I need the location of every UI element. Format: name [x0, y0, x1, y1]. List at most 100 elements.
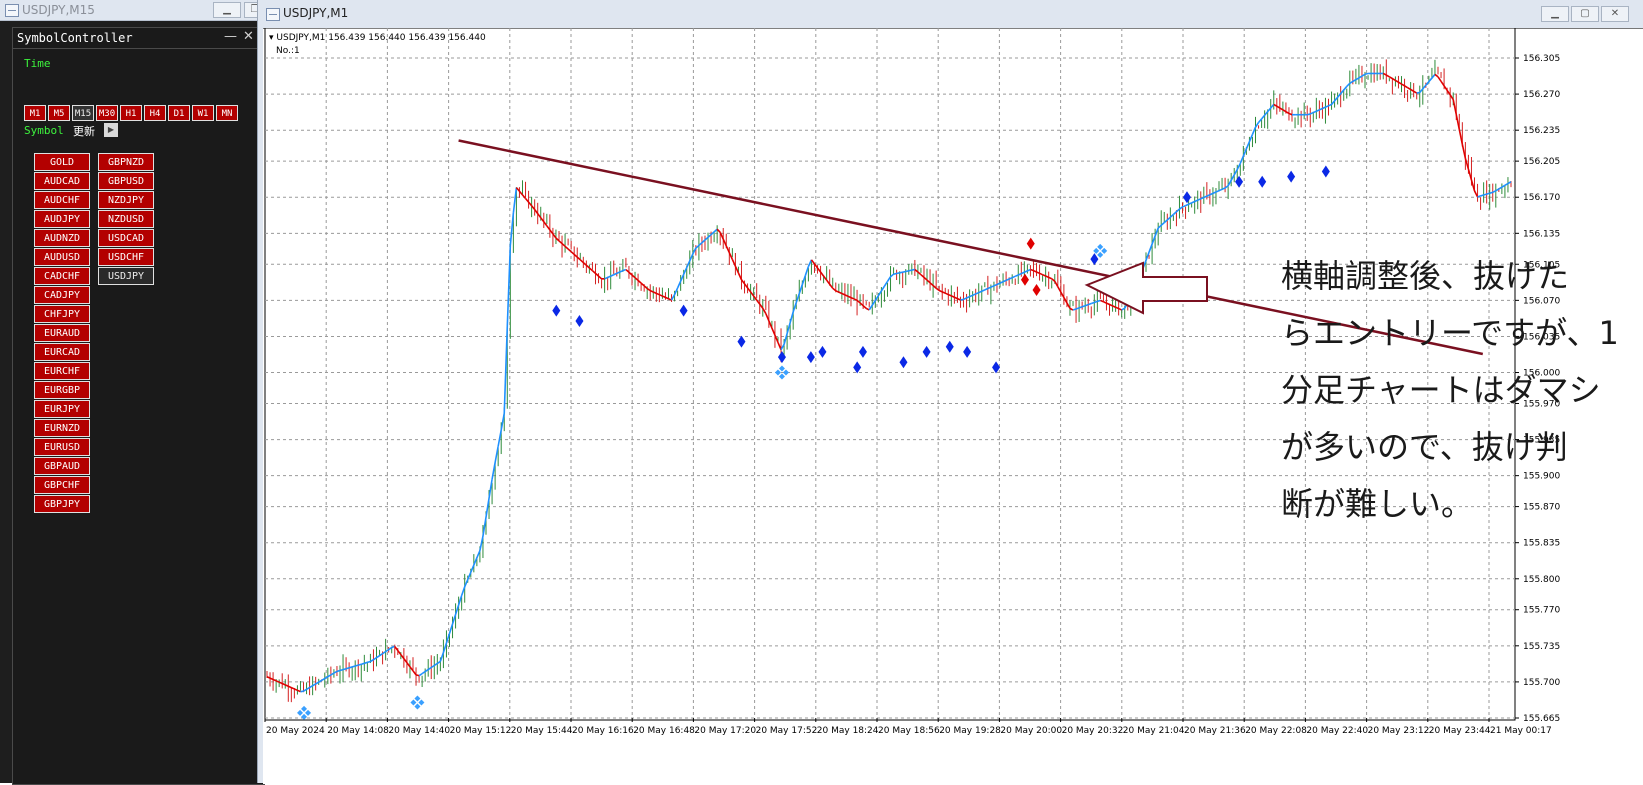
moving-average-segment: [906, 271, 909, 272]
symbol-button-eurgbp[interactable]: EURGBP: [34, 381, 90, 399]
moving-average-segment: [909, 270, 912, 271]
symbol-button-audnzd[interactable]: AUDNZD: [34, 229, 90, 247]
timeframe-button-mn[interactable]: MN: [216, 105, 238, 121]
maximize-button[interactable]: ▢: [1571, 6, 1599, 22]
main-window-titlebar[interactable]: USDJPY,M1 ▁ ▢ ✕: [258, 0, 1643, 27]
annotation-text: 横軸調整後、抜けた らエントリーですが、1 分足チャートはダマシ が多いので、抜…: [1281, 248, 1611, 533]
moving-average-segment: [1076, 308, 1079, 309]
background-chart-window: USDJPY,M15 ▁ ❐ SymbolController — ✕ Time…: [0, 0, 268, 783]
y-tick-label: 155.770: [1523, 606, 1560, 616]
y-tick-label: 156.305: [1523, 54, 1560, 64]
symbol-button-euraud[interactable]: EURAUD: [34, 324, 90, 342]
moving-average-segment: [1417, 93, 1420, 94]
moving-average-segment: [1307, 114, 1310, 115]
symbol-button-nzdjpy[interactable]: NZDJPY: [98, 191, 154, 209]
moving-average-segment: [1097, 300, 1100, 301]
y-tick-label: 155.800: [1523, 575, 1560, 585]
timeframe-button-d1[interactable]: D1: [168, 105, 190, 121]
symbol-button-gbpchf[interactable]: GBPCHF: [34, 476, 90, 494]
moving-average-segment: [1478, 196, 1481, 197]
y-tick-label: 155.665: [1523, 714, 1560, 724]
symbol-button-nzdusd[interactable]: NZDUSD: [98, 210, 154, 228]
x-tick-label: 20 May 19:28: [939, 726, 1001, 736]
symbol-button-eurchf[interactable]: EURCHF: [34, 362, 90, 380]
close-button[interactable]: ✕: [1601, 6, 1629, 22]
y-tick-label: 155.700: [1523, 678, 1560, 688]
moving-average-segment: [1085, 305, 1088, 306]
moving-average-segment: [352, 666, 355, 667]
symbol-button-cadjpy[interactable]: CADJPY: [34, 286, 90, 304]
symbol-label: Symbol: [24, 124, 64, 137]
moving-average-segment: [349, 667, 352, 668]
timeframe-button-m5[interactable]: M5: [48, 105, 70, 121]
x-tick-label: 20 May 18:56: [878, 726, 940, 736]
x-tick-label: 20 May 20:32: [1062, 726, 1124, 736]
y-tick-label: 156.135: [1523, 229, 1560, 239]
symbol-button-usdchf[interactable]: USDCHF: [98, 248, 154, 266]
symbol-button-eurnzd[interactable]: EURNZD: [34, 419, 90, 437]
close-icon[interactable]: ✕: [243, 29, 254, 44]
x-tick-label: 20 May 23:44: [1429, 726, 1491, 736]
minimize-button[interactable]: ▁: [1541, 6, 1569, 22]
moving-average-segment: [1091, 302, 1094, 303]
y-tick-label: 156.270: [1523, 90, 1560, 100]
moving-average-segment: [894, 274, 897, 275]
symbol-button-chfjpy[interactable]: CHFJPY: [34, 305, 90, 323]
symbol-button-gbpnzd[interactable]: GBPNZD: [98, 153, 154, 171]
timeframe-button-h1[interactable]: H1: [120, 105, 142, 121]
symbol-button-gold[interactable]: GOLD: [34, 153, 90, 171]
x-tick-label: 20 May 23:12: [1368, 726, 1430, 736]
symbol-button-gbpjpy[interactable]: GBPJPY: [34, 495, 90, 513]
x-tick-label: 21 May 00:17: [1490, 726, 1552, 736]
minimize-button[interactable]: ▁: [213, 2, 241, 18]
symbol-button-gbpaud[interactable]: GBPAUD: [34, 457, 90, 475]
chart-window-icon: [5, 4, 19, 17]
x-tick-label: 20 May 14:40: [388, 726, 450, 736]
symbol-button-audcad[interactable]: AUDCAD: [34, 172, 90, 190]
x-tick-label: 20 May 2024: [266, 726, 325, 736]
refresh-play-icon[interactable]: ▶: [104, 123, 118, 137]
x-tick-label: 20 May 14:08: [327, 726, 389, 736]
moving-average-segment: [364, 662, 367, 663]
minimize-icon[interactable]: —: [224, 29, 237, 44]
symbol-button-eurjpy[interactable]: EURJPY: [34, 400, 90, 418]
moving-average-segment: [343, 669, 346, 670]
moving-average-segment: [1481, 195, 1484, 196]
chart-header-sub: No.:1: [276, 46, 300, 56]
x-tick-label: 20 May 18:24: [817, 726, 879, 736]
moving-average-segment: [340, 670, 343, 671]
symbol-button-usdjpy[interactable]: USDJPY: [98, 267, 154, 285]
symbol-button-gbpusd[interactable]: GBPUSD: [98, 172, 154, 190]
x-tick-label: 20 May 15:44: [511, 726, 573, 736]
symbol-button-usdcad[interactable]: USDCAD: [98, 229, 154, 247]
timeframe-button-w1[interactable]: W1: [192, 105, 214, 121]
annotation-line: らエントリーですが、1: [1281, 305, 1611, 362]
annotation-line: 横軸調整後、抜けた: [1281, 248, 1611, 305]
moving-average-segment: [1030, 270, 1033, 271]
timeframe-button-m1[interactable]: M1: [24, 105, 46, 121]
moving-average-segment: [355, 665, 358, 666]
x-tick-label: 20 May 20:00: [1000, 726, 1062, 736]
symbol-button-eurusd[interactable]: EURUSD: [34, 438, 90, 456]
x-tick-label: 20 May 16:48: [633, 726, 695, 736]
y-tick-label: 156.235: [1523, 126, 1560, 136]
background-window-titlebar[interactable]: USDJPY,M15 ▁ ❐: [0, 0, 268, 21]
symbol-button-audusd[interactable]: AUDUSD: [34, 248, 90, 266]
moving-average-segment: [361, 663, 364, 664]
moving-average-segment: [367, 661, 370, 662]
symbol-button-audjpy[interactable]: AUDJPY: [34, 210, 90, 228]
timeframe-button-m15[interactable]: M15: [72, 105, 94, 121]
moving-average-segment: [346, 668, 349, 669]
x-tick-label: 20 May 17:52: [756, 726, 818, 736]
moving-average-segment: [337, 671, 340, 672]
chart-window-icon: [266, 8, 280, 21]
x-tick-label: 20 May 22:08: [1245, 726, 1307, 736]
y-tick-label: 155.835: [1523, 539, 1560, 549]
timeframe-button-h4[interactable]: H4: [144, 105, 166, 121]
symbol-button-eurcad[interactable]: EURCAD: [34, 343, 90, 361]
moving-average-segment: [358, 664, 361, 665]
symbol-button-audchf[interactable]: AUDCHF: [34, 191, 90, 209]
timeframe-button-m30[interactable]: M30: [96, 105, 118, 121]
symbol-button-cadchf[interactable]: CADCHF: [34, 267, 90, 285]
